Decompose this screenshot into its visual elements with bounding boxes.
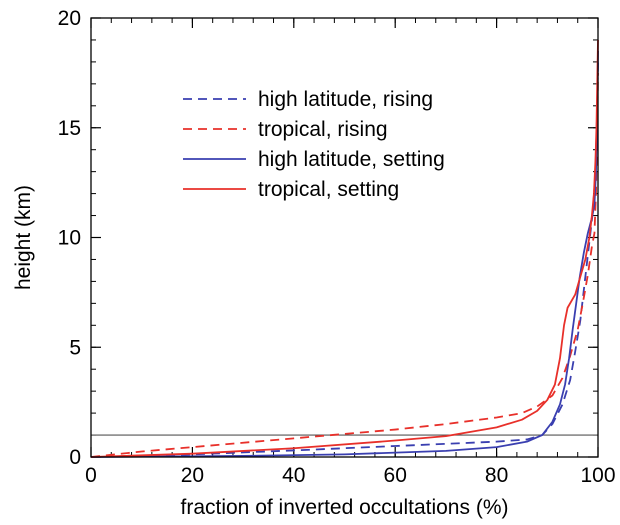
- series-line-tropical-rising: [90, 72, 599, 458]
- series-group: [90, 39, 599, 458]
- x-tick-label: 60: [384, 464, 407, 487]
- x-tick-label: 20: [181, 464, 204, 487]
- legend: high latitude, rising tropical, rising hig…: [183, 88, 445, 201]
- legend-label: tropical, rising: [258, 118, 388, 141]
- y-tick-label: 20: [58, 7, 81, 30]
- x-tick-label: 40: [282, 464, 305, 487]
- y-tick-label: 0: [69, 446, 81, 469]
- x-tick-label: 0: [85, 464, 97, 487]
- series-line-high-latitude-setting: [90, 50, 599, 458]
- x-tick-label: 80: [485, 464, 508, 487]
- tick-labels: 0 20 40 60 80 100 0 5 10 15 20: [58, 7, 616, 487]
- legend-label: tropical, setting: [258, 178, 399, 201]
- x-axis-label: fraction of inverted occultations (%): [181, 496, 509, 519]
- legend-label: high latitude, setting: [258, 148, 445, 171]
- y-tick-label: 15: [58, 117, 81, 140]
- legend-label: high latitude, rising: [258, 88, 433, 111]
- y-tick-label: 5: [69, 336, 81, 359]
- plot-frame: [90, 17, 599, 458]
- y-tick-label: 10: [58, 227, 81, 250]
- series-line-tropical-setting: [90, 39, 599, 458]
- x-tick-label: 100: [580, 464, 615, 487]
- y-axis-label: height (km): [12, 185, 35, 290]
